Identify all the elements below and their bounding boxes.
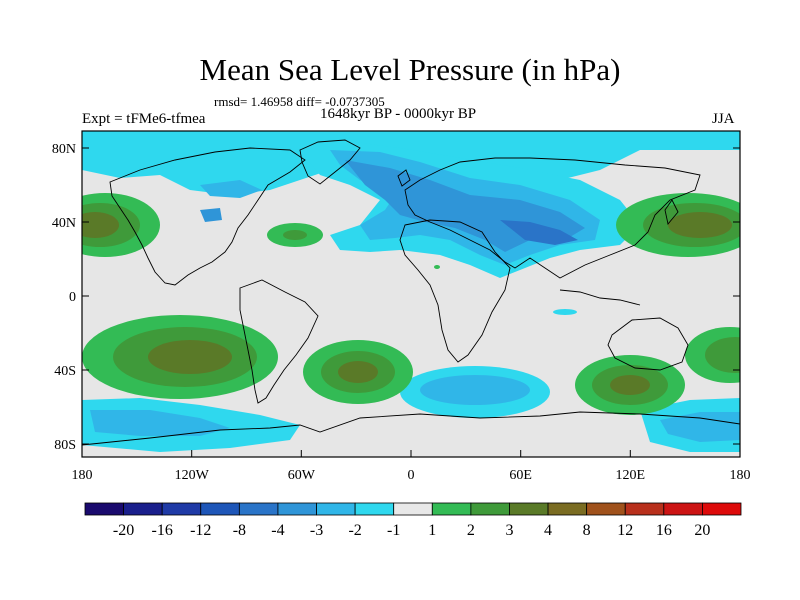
south-atlantic-high-core bbox=[338, 361, 378, 383]
antarctica-coast bbox=[82, 411, 740, 446]
colorbar-label: -2 bbox=[348, 522, 361, 539]
colorbar-box bbox=[123, 502, 163, 516]
colorbar-box bbox=[277, 502, 317, 516]
africa-coast bbox=[399, 219, 511, 363]
x-tick-label: 120W bbox=[175, 468, 210, 483]
plot-title: Mean Sea Level Pressure (in hPa) bbox=[199, 52, 621, 87]
colorbar-label: 12 bbox=[617, 522, 633, 539]
y-tick-label: 40S bbox=[54, 364, 76, 379]
y-tick-label: 80N bbox=[52, 142, 76, 157]
colorbar-box bbox=[431, 502, 472, 516]
period-label: 1648kyr BP - 0000kyr BP bbox=[320, 106, 477, 122]
colorbar-box bbox=[586, 502, 626, 516]
indian-negative-patch bbox=[553, 309, 577, 315]
colorbar-box bbox=[702, 502, 742, 516]
south-indian-high-core bbox=[610, 375, 650, 395]
europe-asia-coast bbox=[404, 157, 701, 279]
x-tick-label: 180 bbox=[72, 468, 93, 483]
tasman-high-mid bbox=[705, 337, 740, 373]
coastlines bbox=[82, 139, 740, 446]
south-pacific-high-core bbox=[148, 340, 232, 374]
north-america-coast bbox=[109, 147, 306, 286]
africa-positive-patch bbox=[434, 265, 440, 269]
canada-negative-patch bbox=[200, 180, 262, 198]
y-tick-label: 40N bbox=[52, 216, 76, 231]
colorbar-label: 8 bbox=[583, 522, 591, 539]
map-plot bbox=[82, 131, 740, 457]
asia-negative-max bbox=[500, 220, 578, 245]
x-tick-marks bbox=[81, 450, 741, 457]
colorbar-label: -12 bbox=[190, 522, 211, 539]
y-tick-marks bbox=[82, 147, 740, 445]
colorbar-label: -16 bbox=[152, 522, 173, 539]
arctic-negative-band bbox=[82, 131, 740, 195]
x-tick-label: 120E bbox=[616, 468, 646, 483]
x-tick-label: 60E bbox=[509, 468, 532, 483]
colorbar-label: -20 bbox=[113, 522, 134, 539]
colorbar-box bbox=[509, 502, 549, 516]
colorbar-box bbox=[200, 502, 240, 516]
indonesia-coast bbox=[559, 289, 641, 306]
south-america-coast bbox=[239, 279, 319, 404]
colorbar-label: 1 bbox=[428, 522, 436, 539]
negative-anomalies bbox=[82, 131, 740, 452]
south-indian-negative-core bbox=[420, 375, 530, 405]
experiment-label: Expt = tFMe6-tfmea bbox=[82, 111, 206, 127]
colorbar-label: 3 bbox=[505, 522, 513, 539]
colorbar-box bbox=[547, 502, 588, 516]
colorbar-label: -3 bbox=[310, 522, 323, 539]
australia-coast bbox=[607, 317, 689, 371]
atlantic-negative-patch bbox=[200, 208, 222, 222]
colorbar-box bbox=[238, 502, 279, 516]
north-pacific-high-core bbox=[82, 212, 119, 238]
west-pacific-high-core bbox=[668, 212, 732, 238]
colorbar-label: -4 bbox=[271, 522, 284, 539]
colorbar-label: 20 bbox=[694, 522, 710, 539]
colorbar bbox=[84, 502, 742, 516]
south-pacific-negative-core bbox=[90, 410, 230, 436]
japan-coast bbox=[664, 199, 679, 225]
colorbar-box bbox=[624, 502, 665, 516]
season-label: JJA bbox=[712, 111, 735, 127]
x-tick-label: 0 bbox=[408, 468, 415, 483]
southeast-pacific-negative-core bbox=[660, 412, 740, 442]
uk-coast bbox=[397, 169, 411, 187]
colorbar-box bbox=[354, 502, 395, 516]
greenland-coast bbox=[299, 139, 361, 185]
colorbar-box bbox=[393, 502, 433, 516]
colorbar-label: -1 bbox=[387, 522, 400, 539]
stats-text: rmsd= 1.46958 diff= -0.0737305 bbox=[214, 94, 385, 109]
colorbar-label: 2 bbox=[467, 522, 475, 539]
x-tick-label: 180 bbox=[730, 468, 751, 483]
colorbar-box bbox=[316, 502, 356, 516]
colorbar-label: 16 bbox=[656, 522, 672, 539]
colorbar-box bbox=[84, 502, 124, 516]
colorbar-labels: -20 -16 -12 -8 -4 -3 -2 -1 1 2 3 4 8 12 16 20 bbox=[113, 522, 710, 539]
x-tick-label: 60W bbox=[288, 468, 316, 483]
colorbar-box bbox=[161, 502, 202, 516]
atlantic-high-core bbox=[283, 230, 307, 240]
colorbar-box bbox=[470, 502, 510, 516]
positive-anomalies bbox=[82, 193, 740, 415]
y-tick-label: 0 bbox=[69, 290, 76, 305]
colorbar-box bbox=[663, 502, 703, 516]
colorbar-label: -8 bbox=[233, 522, 246, 539]
y-tick-label: 80S bbox=[54, 438, 76, 453]
colorbar-label: 4 bbox=[544, 522, 552, 539]
